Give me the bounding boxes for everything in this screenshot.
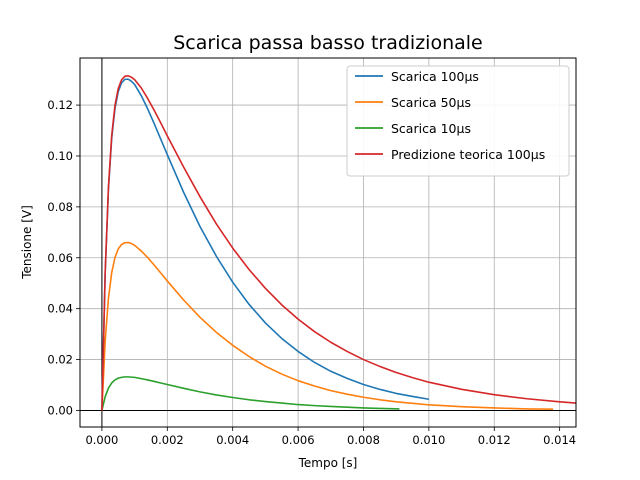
legend-label: Scarica 100μs bbox=[391, 69, 479, 84]
series-line-3 bbox=[101, 376, 400, 411]
y-tick-label: 0.12 bbox=[47, 98, 73, 112]
y-tick-label: 0.02 bbox=[47, 353, 73, 367]
x-axis-label: Tempo [s] bbox=[298, 456, 358, 470]
x-tick-label: 0.012 bbox=[478, 433, 511, 447]
legend-label: Predizione teorica 100μs bbox=[391, 147, 545, 162]
legend-label: Scarica 50μs bbox=[391, 95, 471, 110]
x-tick-label: 0.014 bbox=[543, 433, 576, 447]
plot-frame bbox=[79, 57, 577, 428]
y-tick-label: 0.10 bbox=[47, 149, 73, 163]
series-lines bbox=[101, 75, 577, 411]
series-line-2 bbox=[101, 241, 554, 411]
x-tick-label: 0.004 bbox=[216, 433, 249, 447]
y-axis-label: Tensione [V] bbox=[20, 205, 34, 280]
y-tick-label: 0.08 bbox=[47, 200, 73, 214]
legend-label: Scarica 10μs bbox=[391, 121, 471, 136]
y-tick-label: 0.00 bbox=[47, 403, 73, 417]
x-tick-label: 0.010 bbox=[412, 433, 445, 447]
reference-lines bbox=[80, 58, 576, 427]
x-tick-label: 0.000 bbox=[85, 433, 118, 447]
y-tick-label: 0.04 bbox=[47, 302, 73, 316]
series-line-4 bbox=[101, 75, 577, 411]
x-tick-label: 0.002 bbox=[151, 433, 184, 447]
x-tick-label: 0.008 bbox=[347, 433, 380, 447]
chart-title: Scarica passa basso tradizionale bbox=[173, 32, 483, 54]
y-axis: 0.00 0.02 0.04 0.06 0.08 0.10 0.12 bbox=[47, 98, 80, 417]
y-tick-label: 0.06 bbox=[47, 251, 73, 265]
x-tick-label: 0.006 bbox=[282, 433, 315, 447]
legend: Scarica 100μs Scarica 50μs Scarica 10μs Pre… bbox=[346, 65, 570, 177]
legend-box bbox=[346, 65, 570, 177]
x-axis: 0.000 0.002 0.004 0.006 0.008 0.010 0.012 0.014 bbox=[85, 427, 576, 447]
series-line-1 bbox=[101, 78, 430, 411]
